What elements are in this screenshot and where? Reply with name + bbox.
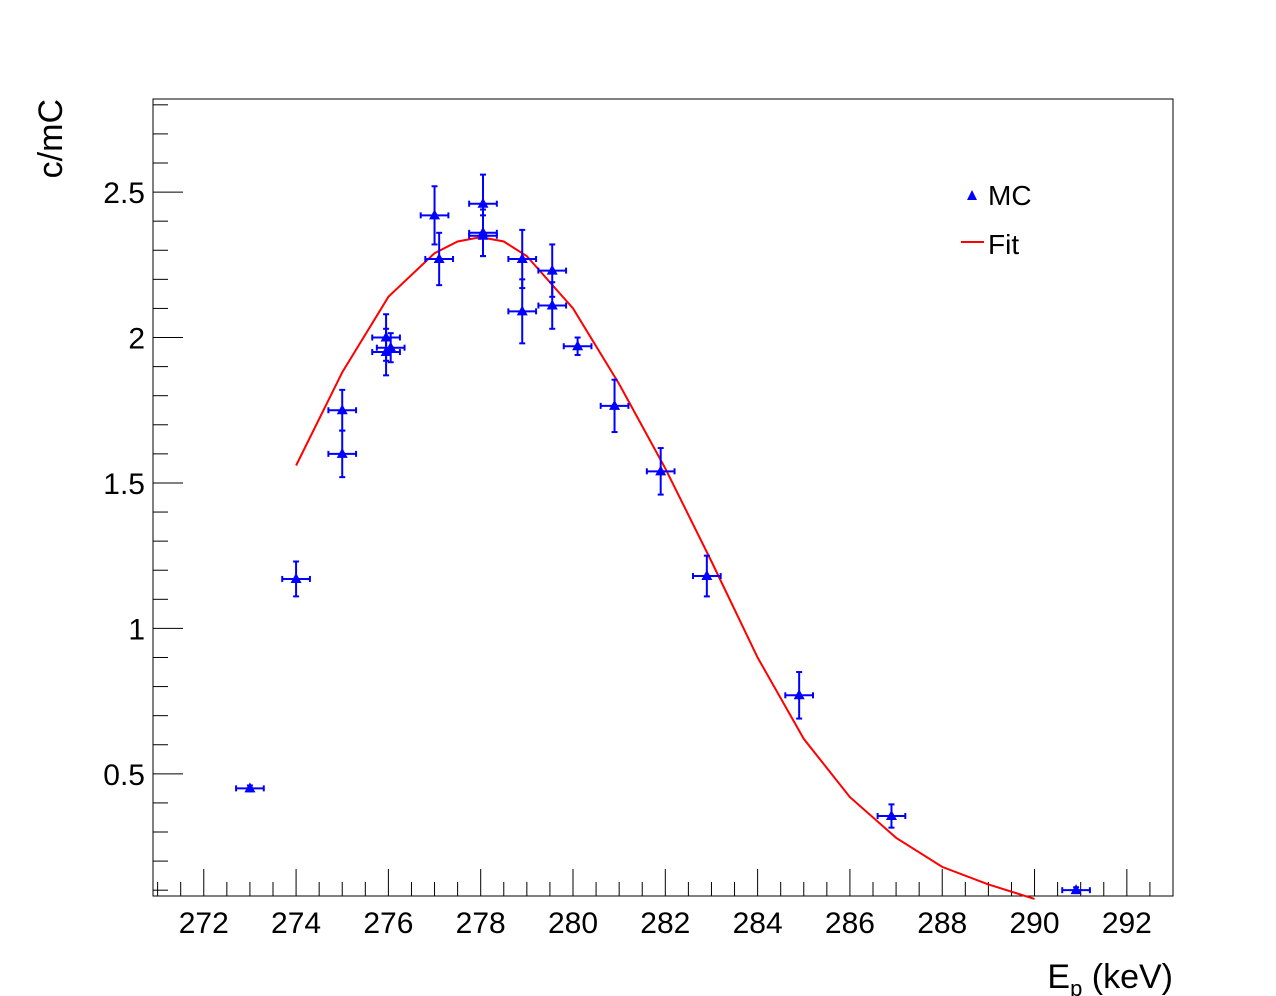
triangle-marker [516,252,528,263]
data-point [507,278,538,345]
triangle-marker [244,782,256,793]
triangle-marker [655,465,667,476]
x-tick-label: 286 [825,907,875,940]
triangle-marker [793,689,805,700]
data-point [599,378,630,434]
y-axis-ticks: 0.5 1 1.5 2 2.5 [103,104,183,891]
triangle-marker [546,299,558,310]
data-point [281,560,311,598]
x-axis-label-main: E [1047,958,1070,996]
triangle-marker [546,264,558,275]
y-tick-label: 1.5 [103,468,145,501]
triangle-marker [385,341,397,352]
data-point [327,388,358,432]
triangle-marker [477,229,489,240]
y-axis-label: c/mC [32,99,70,178]
triangle-marker [429,209,441,220]
data-point [327,429,358,479]
triangle-marker [516,305,528,316]
triangle-marker [572,340,584,351]
y-tick-label: 2.5 [103,177,145,210]
data-point [692,554,722,598]
data-point [1061,884,1091,895]
data-point [419,185,450,246]
data-point [876,803,907,829]
x-axis-label-sub: p [1070,976,1082,996]
plot-frame [152,98,1174,897]
x-tick-label: 288 [917,907,967,940]
legend-fit-label: Fit [988,229,1019,260]
data-point [468,214,498,258]
triangle-marker [433,252,445,263]
x-tick-label: 274 [271,907,321,940]
legend: MC Fit [961,180,1032,260]
triangle-marker [1070,884,1082,895]
x-tick-label: 280 [548,907,598,940]
x-tick-label: 272 [179,907,229,940]
data-point [537,281,568,330]
x-tick-label: 284 [733,907,783,940]
triangle-marker [290,572,302,583]
legend-mc-label: MC [988,180,1032,211]
legend-mc-marker [967,190,977,200]
y-tick-label: 1 [128,613,145,646]
triangle-marker [701,570,713,581]
x-tick-label: 292 [1102,907,1152,940]
x-tick-label: 276 [363,907,413,940]
x-tick-label: 278 [456,907,506,940]
data-points-layer [235,173,1091,895]
data-point [371,327,401,377]
fit-curve [295,236,1035,900]
data-point [537,243,568,298]
x-axis-label-unit: (keV) [1082,958,1173,996]
data-point [562,336,593,356]
triangle-marker [336,404,348,415]
y-tick-label: 2 [128,323,145,356]
triangle-marker [885,810,897,821]
x-axis-label: Ep (keV) [1047,958,1173,996]
data-point [784,671,814,720]
fit-layer [295,236,1035,900]
triangle-marker [609,399,621,410]
data-point [235,782,265,793]
x-tick-label: 282 [640,907,690,940]
data-point [424,231,454,287]
x-tick-label: 290 [1010,907,1060,940]
data-point [645,447,676,496]
x-axis-ticks: 272 274 276 278 280 282 284 286 288 290 292 [157,869,1174,940]
y-tick-label: 0.5 [103,759,145,792]
data-point [375,332,406,364]
triangle-marker [477,197,489,208]
triangle-marker [336,447,348,458]
